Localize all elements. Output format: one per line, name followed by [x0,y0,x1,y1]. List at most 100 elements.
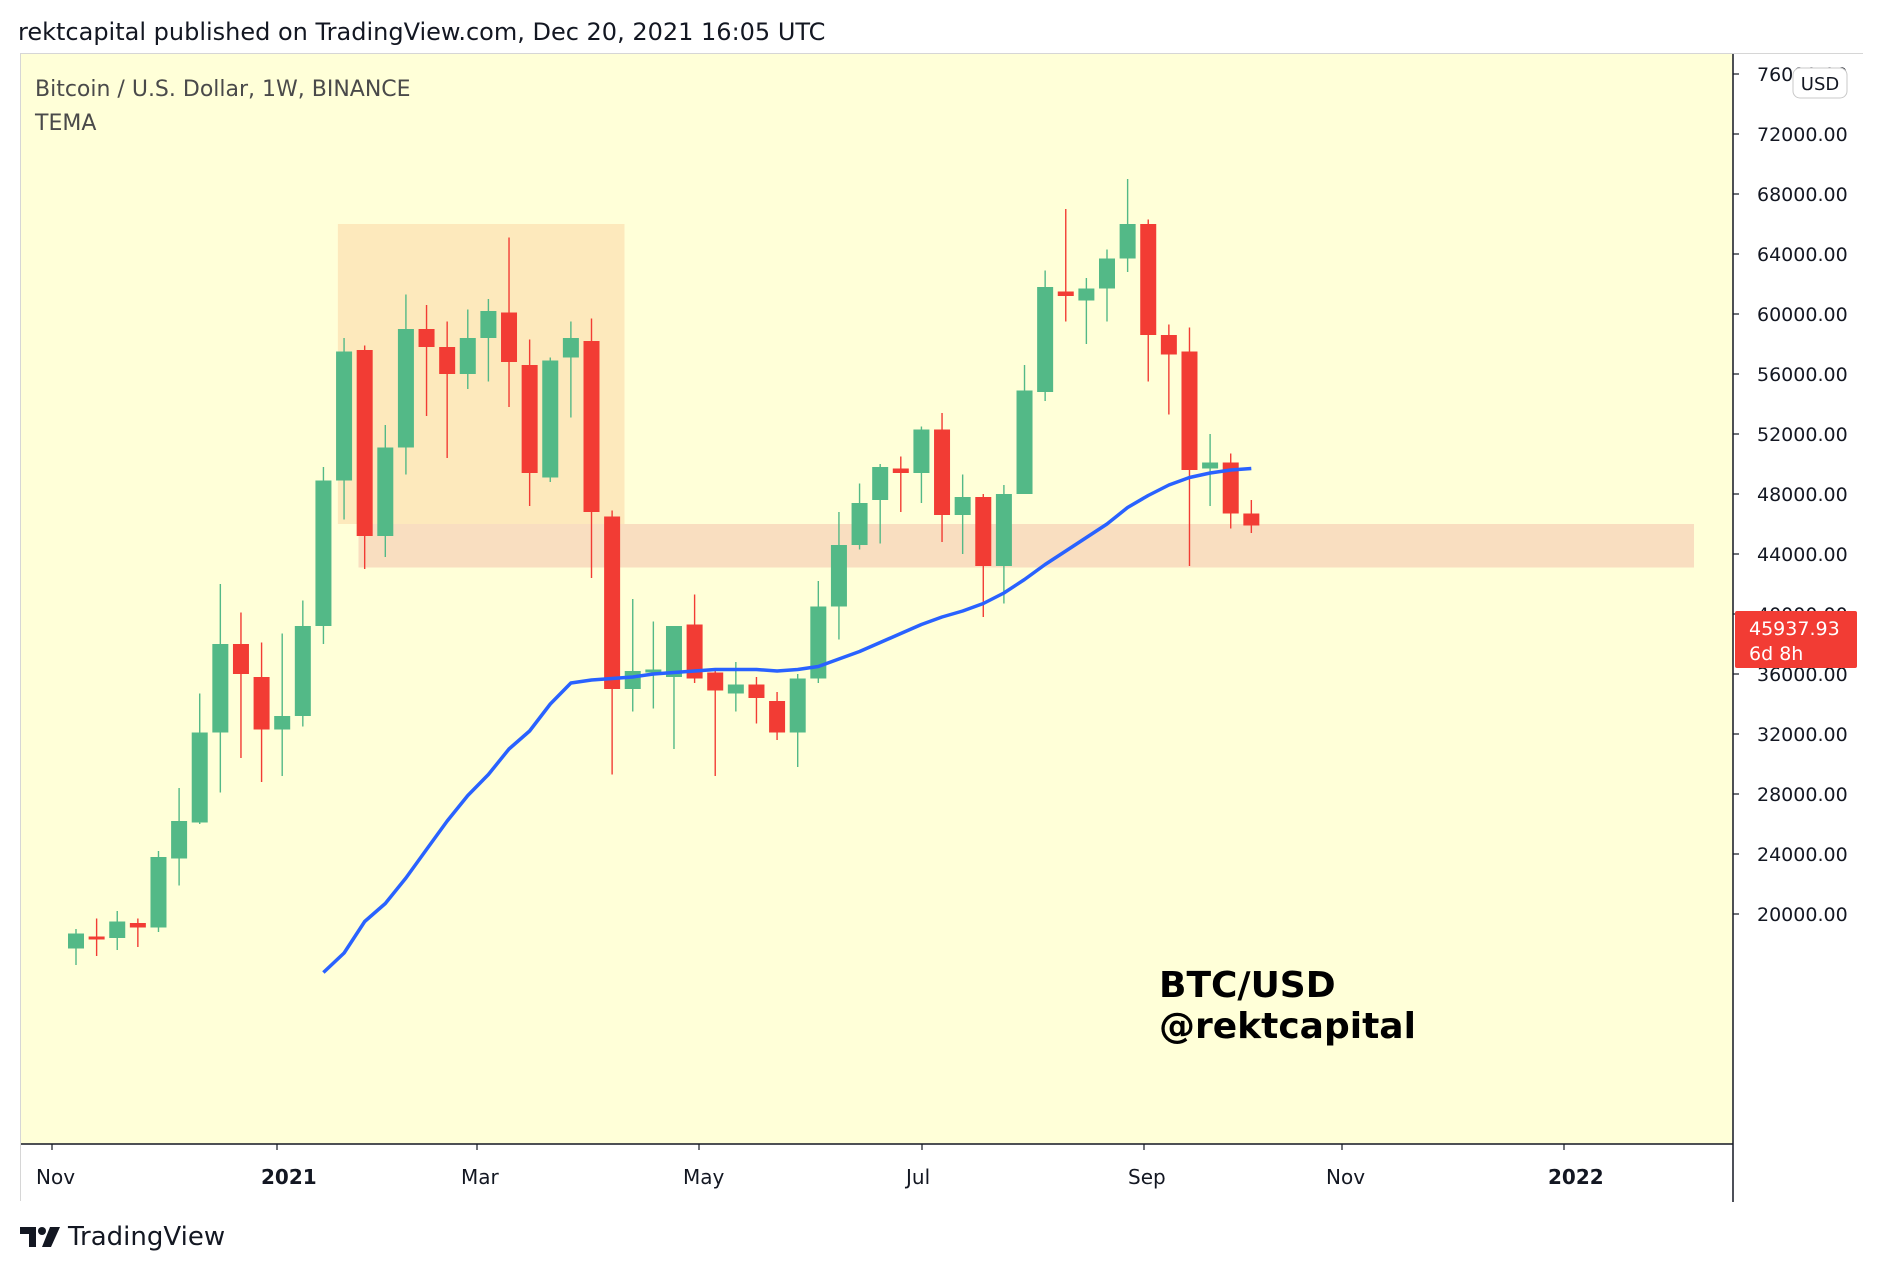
candle[interactable] [542,357,559,483]
candle-body [1119,224,1136,259]
price-tag[interactable]: 45937.93 6d 8h [1735,611,1857,668]
candle[interactable] [1202,434,1219,506]
candle[interactable] [439,321,456,459]
candle[interactable] [1057,209,1074,322]
candle[interactable] [294,600,311,727]
candle[interactable] [480,299,497,382]
candle-body [171,821,188,859]
candle[interactable] [1099,249,1115,322]
candle[interactable] [459,309,476,390]
candle[interactable] [707,668,724,776]
time-tick-label: Mar [461,1165,500,1189]
time-tick-label: 2021 [261,1165,317,1189]
candle[interactable] [68,929,84,965]
candle-body [1016,390,1033,494]
candle-body [830,545,847,607]
price-tag-price: 45937.93 [1749,618,1840,640]
candle-body [129,923,146,928]
candle[interactable] [583,318,600,579]
candle[interactable] [934,413,951,542]
candle[interactable] [975,494,992,617]
candle-body [789,678,806,733]
price-tick-label: 36000.00 [1757,664,1848,686]
candle[interactable] [191,693,208,825]
candle[interactable] [995,485,1012,604]
candle[interactable] [1037,270,1054,402]
candle[interactable] [356,345,373,570]
candle-body [1181,351,1198,470]
candle-body [68,933,84,949]
candle[interactable] [789,674,806,767]
support-zone [358,524,1694,568]
candle-body [1099,258,1115,289]
candle[interactable] [336,338,353,520]
candle[interactable] [521,339,538,507]
price-tick-label: 68000.00 [1757,184,1848,206]
price-axis[interactable]: 76000.0072000.0068000.0064000.0060000.00… [1733,64,1848,926]
candle[interactable] [1078,278,1095,344]
candle[interactable] [212,584,229,793]
candle[interactable] [748,677,765,724]
candle-body [191,732,208,823]
time-tick-label: 2022 [1548,1165,1604,1189]
candle[interactable] [129,918,146,948]
candle[interactable] [1243,500,1260,533]
candle[interactable] [1016,365,1033,494]
candle[interactable] [1119,179,1136,272]
candle-body [604,516,621,689]
candle[interactable] [377,425,394,557]
candle-body [480,311,497,338]
candle[interactable] [150,851,167,932]
candle[interactable] [872,464,889,544]
candle-body [1037,287,1054,392]
candle[interactable] [171,788,188,886]
candle[interactable] [232,612,249,759]
candle[interactable] [686,594,703,684]
candle[interactable] [88,918,105,957]
candle[interactable] [665,626,682,749]
candle[interactable] [397,294,414,475]
candle[interactable] [851,483,868,550]
candle[interactable] [274,633,291,777]
candle-body [397,329,414,448]
indicator-label: TEMA [34,111,96,136]
price-tick-label: 52000.00 [1757,424,1848,446]
candle[interactable] [769,692,786,740]
price-chart[interactable]: 76000.0072000.0068000.0064000.0060000.00… [21,54,1864,1202]
candle[interactable] [562,321,579,418]
candle[interactable] [1181,327,1198,567]
candle-body [88,936,105,940]
footer-brand: TradingView [68,1222,226,1252]
candle[interactable] [418,305,435,416]
price-tick-label: 60000.00 [1757,304,1848,326]
candle[interactable] [1140,219,1157,382]
candle[interactable] [645,621,662,709]
symbol-title: Bitcoin / U.S. Dollar, 1W, BINANCE [35,77,411,102]
tradingview-logo[interactable]: TradingView [20,1222,225,1252]
candle-body [562,338,579,358]
time-axis[interactable]: Nov 2021 Mar May Jul Sep Nov 2022 [36,1144,1604,1189]
candle-body [315,480,332,626]
time-tick-label: May [683,1165,725,1189]
candle[interactable] [892,456,909,513]
candle-body [459,338,476,374]
currency-badge[interactable]: USD [1792,67,1848,99]
candle[interactable] [1222,453,1239,529]
candle[interactable] [501,237,518,408]
candle[interactable] [109,911,126,950]
candle[interactable] [315,467,332,644]
candle[interactable] [954,474,971,555]
candle[interactable] [1160,324,1177,415]
price-tick-label: 48000.00 [1757,484,1848,506]
candle-body [1222,462,1239,514]
candle[interactable] [913,426,930,504]
candle[interactable] [830,512,847,640]
time-tick-label: Nov [1326,1165,1365,1189]
candle[interactable] [604,510,621,775]
candle[interactable] [253,642,270,783]
candle-body [377,447,394,536]
candle-body [892,468,909,473]
price-tick-label: 28000.00 [1757,784,1848,806]
chart-frame: 76000.0072000.0068000.0064000.0060000.00… [20,53,1864,1202]
price-tick-label: 32000.00 [1757,724,1848,746]
